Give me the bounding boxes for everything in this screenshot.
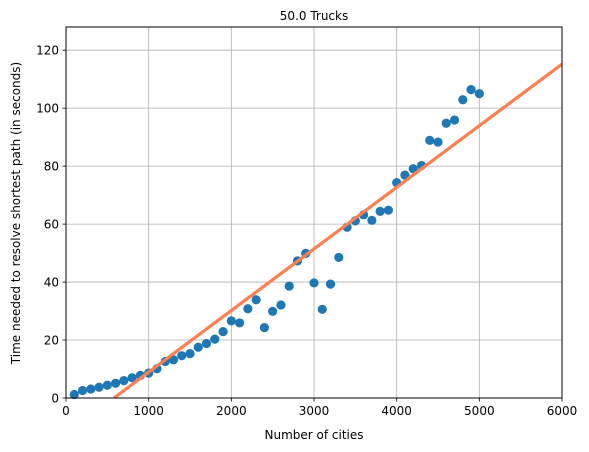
data-point bbox=[119, 376, 129, 386]
data-point bbox=[243, 304, 253, 314]
x-axis-label: Number of cities bbox=[264, 428, 363, 442]
series-layer bbox=[69, 62, 562, 400]
data-point bbox=[177, 351, 187, 361]
data-point bbox=[425, 135, 435, 145]
x-tick-label: 1000 bbox=[133, 404, 164, 418]
data-point bbox=[168, 355, 179, 365]
ticks-layer: 0 1000 2000 3000 4000 5000 6000 0 20 40 60 80 100 120 bbox=[36, 44, 577, 418]
x-tick-label: 0 bbox=[62, 404, 70, 418]
data-point bbox=[317, 304, 327, 314]
data-point bbox=[102, 380, 112, 390]
data-point bbox=[226, 316, 236, 326]
y-tick-label: 100 bbox=[36, 102, 59, 116]
data-point bbox=[235, 318, 245, 328]
x-tick-label: 2000 bbox=[216, 404, 247, 418]
x-tick-label: 5000 bbox=[464, 404, 495, 418]
data-point bbox=[77, 385, 88, 396]
data-point bbox=[400, 170, 410, 180]
trend-line bbox=[112, 62, 562, 398]
chart-title: 50.0 Trucks bbox=[280, 9, 348, 23]
data-point bbox=[185, 349, 195, 359]
data-point bbox=[111, 378, 121, 388]
data-point bbox=[433, 137, 443, 147]
data-point bbox=[408, 164, 418, 174]
data-point bbox=[334, 252, 344, 263]
data-point bbox=[210, 334, 220, 344]
data-point bbox=[474, 89, 484, 99]
y-tick-label: 0 bbox=[51, 392, 59, 406]
y-tick-label: 20 bbox=[44, 334, 59, 348]
data-point bbox=[268, 306, 278, 316]
data-point bbox=[367, 215, 377, 225]
data-point bbox=[218, 327, 228, 337]
data-point bbox=[69, 389, 79, 400]
data-point bbox=[259, 322, 269, 333]
data-point bbox=[466, 85, 476, 95]
data-point bbox=[86, 384, 96, 394]
data-point bbox=[251, 295, 261, 305]
data-point bbox=[127, 373, 137, 383]
data-point bbox=[94, 382, 104, 392]
data-point bbox=[325, 279, 336, 289]
data-point bbox=[193, 342, 203, 352]
data-point bbox=[309, 278, 319, 288]
data-point bbox=[276, 300, 286, 310]
y-tick-label: 120 bbox=[36, 44, 59, 58]
x-tick-label: 4000 bbox=[381, 404, 412, 418]
y-tick-label: 80 bbox=[44, 160, 59, 174]
y-tick-label: 40 bbox=[44, 276, 59, 290]
x-tick-label: 6000 bbox=[547, 404, 578, 418]
x-tick-label: 3000 bbox=[299, 404, 330, 418]
data-point bbox=[383, 205, 393, 215]
data-point bbox=[201, 338, 212, 349]
data-point bbox=[375, 206, 385, 216]
y-tick-label: 60 bbox=[44, 218, 59, 232]
data-point bbox=[441, 118, 451, 128]
data-point bbox=[284, 281, 294, 291]
y-axis-label: Time needed to resolve shortest path (in… bbox=[9, 62, 23, 365]
data-point bbox=[458, 95, 468, 105]
data-point bbox=[449, 115, 460, 125]
